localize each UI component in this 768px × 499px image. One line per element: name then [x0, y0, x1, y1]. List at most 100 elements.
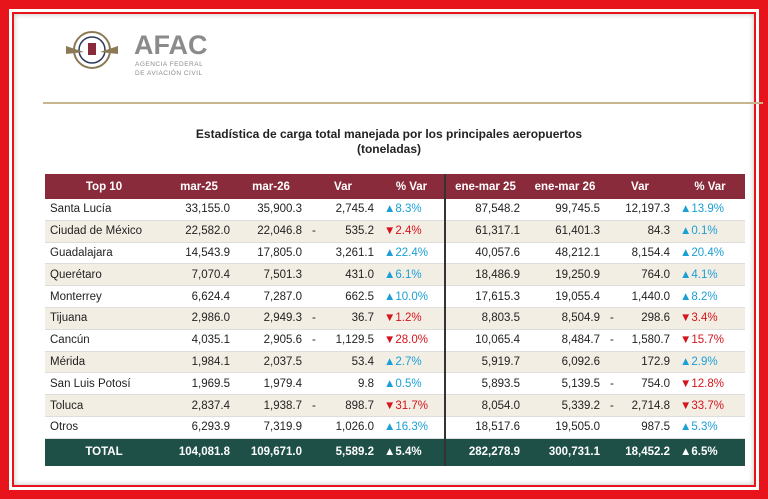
var-cell: - 1,129.5	[312, 334, 374, 346]
sign: -	[312, 399, 316, 412]
table-cell: 6,293.9	[163, 416, 235, 439]
table-cell: 19,250.9	[525, 263, 605, 287]
table-row: Tijuana 2,986.0 2,949.3-36.7 ▼1.2% 8,803.5 8,…	[45, 307, 745, 330]
percent-change: ▼12.8%	[680, 377, 724, 390]
table-cell: 1,979.4	[235, 372, 307, 396]
logo-text: AFAC	[134, 30, 208, 60]
table-cell: 282,278.9	[444, 438, 525, 466]
var-cell: - 535.2	[312, 225, 374, 237]
table-cell: 5,139.5	[525, 372, 605, 396]
title: Estadística de carga total manejada por …	[195, 127, 583, 141]
sign: -	[610, 312, 614, 325]
value: 898.7	[345, 399, 374, 412]
percent-change: ▼28.0%	[384, 334, 428, 347]
table-cell: 14,543.9	[163, 242, 235, 265]
table-cell: 12,197.3	[605, 199, 675, 221]
table-cell: 40,057.6	[444, 242, 525, 265]
table-row: Otros 6,293.9 7,319.9 1,026.0 ▲16.3% 18,517.6…	[45, 416, 745, 439]
table-cell: ▲6.5%	[675, 438, 745, 466]
table-row: Santa Lucía 33,155.0 35,900.3 2,745.4 ▲8.3% 8…	[45, 199, 745, 221]
table-cell: - 2,714.8	[605, 394, 675, 417]
table-cell: 3,261.1	[307, 242, 379, 265]
table-cell: 1,969.5	[163, 372, 235, 396]
total-row: TOTAL 104,081.8 109,671.0 5,589.2 ▲5.4% 282,2…	[45, 438, 745, 466]
table-cell: San Luis Potosí	[45, 372, 163, 396]
table-row: San Luis Potosí 1,969.5 1,979.4 9.8 ▲0.5% 5,8…	[45, 372, 745, 396]
table-cell: ▲0.5%	[379, 372, 445, 396]
table-cell: 2,949.3	[235, 307, 307, 330]
table-row: Ciudad de México 22,582.0 22,046.8- 535.2 ▼2…	[45, 220, 745, 243]
value: 535.2	[345, 225, 374, 238]
table-body: Santa Lucía 33,155.0 35,900.3 2,745.4 ▲8.3% 8…	[45, 199, 745, 439]
sign: -	[312, 334, 316, 347]
table-cell: ▼3.4%	[675, 307, 745, 330]
table-cell: Guadalajara	[45, 242, 163, 265]
column-header: % Var	[675, 174, 745, 199]
table-row: Cancún 4,035.1 2,905.6-1,129.5 ▼28.0% 10,065…	[45, 329, 745, 352]
table-cell: 662.5	[307, 285, 379, 308]
agency-line: AGENCIA FEDERAL	[135, 61, 203, 68]
inner-frame: AFAC AGENCIA FEDERAL DE AVIACIÓN CIVIL E…	[12, 12, 763, 487]
table-cell: ▲2.9%	[675, 351, 745, 374]
sign: -	[312, 225, 316, 238]
table-cell: TOTAL	[45, 438, 163, 466]
table-cell: 53.4	[307, 351, 379, 374]
table-cell: ▲5.3%	[675, 416, 745, 439]
sign: -	[610, 399, 614, 412]
column-header: mar-26	[235, 174, 307, 199]
var-cell: - 36.7	[312, 312, 374, 324]
table-cell: 7,287.0	[235, 285, 307, 308]
table-cell: ▼28.0%	[379, 329, 445, 352]
percent-change: ▲8.2%	[680, 290, 718, 303]
table-cell: Mérida	[45, 351, 163, 374]
column-header: mar-25	[163, 174, 235, 199]
table-cell: 7,319.9	[235, 416, 307, 439]
percent-change: ▲22.4%	[384, 246, 428, 259]
table-cell: 99,745.5	[525, 199, 605, 221]
table-cell: 17,615.3	[444, 285, 525, 308]
table-cell: 1,984.1	[163, 351, 235, 374]
table-cell: 6,092.6	[525, 351, 605, 374]
table-cell: Tijuana	[45, 307, 163, 330]
percent-change: ▼33.7%	[680, 399, 724, 412]
table-cell: ▼12.8%	[675, 372, 745, 396]
table-cell: 2,037.5	[235, 351, 307, 374]
column-header: ene-mar 25	[444, 174, 525, 199]
table-cell: ▼1.2%	[379, 307, 445, 330]
table-row: Monterrey 6,624.4 7,287.0 662.5 ▲10.0% 17,615…	[45, 285, 745, 308]
table-cell: 87,548.2	[444, 199, 525, 221]
table-cell: - 1,580.7	[605, 329, 675, 352]
table-cell: - 36.7	[307, 307, 379, 330]
table-cell: Ciudad de México	[45, 220, 163, 243]
table-cell: ▼15.7%	[675, 329, 745, 352]
column-header: Var	[605, 174, 675, 199]
table-cell: 19,505.0	[525, 416, 605, 439]
table-cell: 18,452.2	[605, 438, 675, 466]
table-cell: Cancún	[45, 329, 163, 352]
sign: -	[610, 377, 614, 390]
percent-change: ▲6.5%	[680, 446, 718, 459]
table-cell: 61,401.3	[525, 220, 605, 243]
table-cell: 764.0	[605, 263, 675, 287]
table-cell: - 1,129.5	[307, 329, 379, 352]
value: 2,714.8	[631, 399, 670, 412]
table-cell: 7,501.3	[235, 263, 307, 287]
table-cell: 48,212.1	[525, 242, 605, 265]
table-cell: 1,440.0	[605, 285, 675, 308]
value: 1,129.5	[335, 334, 374, 347]
table-cell: 431.0	[307, 263, 379, 287]
table-cell: 18,517.6	[444, 416, 525, 439]
table-cell: Monterrey	[45, 285, 163, 308]
table-cell: 35,900.3	[235, 199, 307, 221]
logo: AFAC AGENCIA FEDERAL DE AVIACIÓN CIVIL	[66, 30, 208, 77]
data-table: Top 10 mar-25 mar-26 Var% Var ene-mar 25 ene-…	[45, 174, 745, 466]
percent-change: ▲5.4%	[384, 446, 422, 459]
table-cell: 1,026.0	[307, 416, 379, 439]
column-header: Top 10	[45, 174, 163, 199]
table-cell: - 535.2	[307, 220, 379, 243]
table-cell: ▲6.1%	[379, 263, 445, 287]
table-cell: 2,986.0	[163, 307, 235, 330]
table-cell: ▲22.4%	[379, 242, 445, 265]
table-cell: ▲8.2%	[675, 285, 745, 308]
